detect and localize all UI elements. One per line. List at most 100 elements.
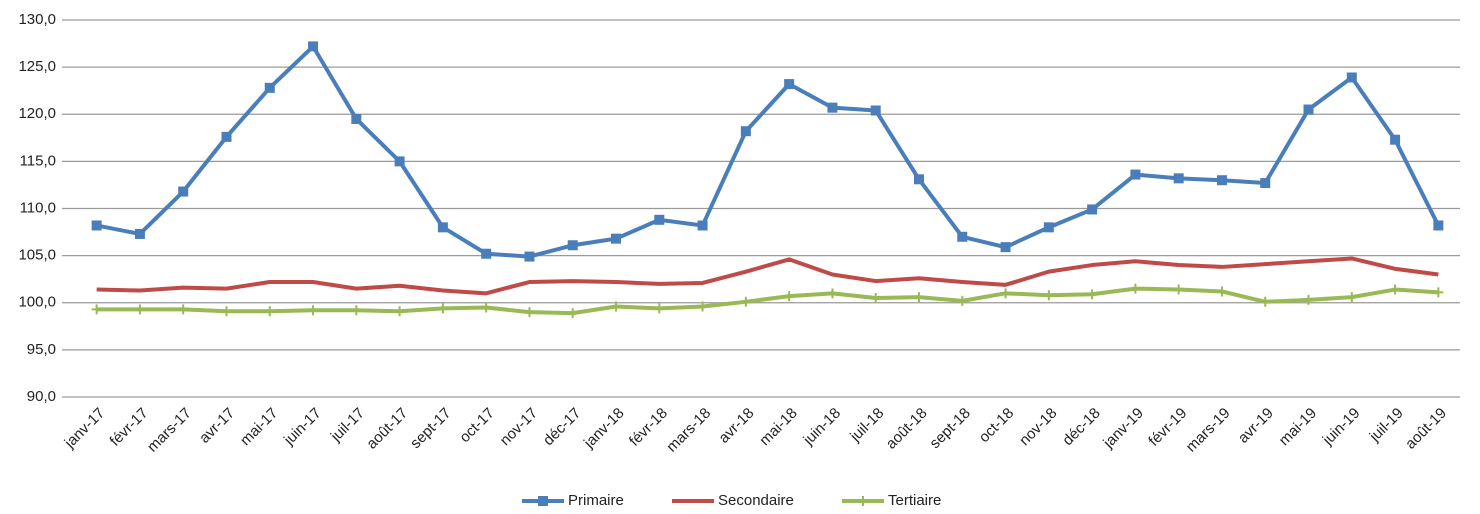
x-tick-label: août-18	[883, 405, 931, 453]
marker	[1433, 220, 1444, 231]
x-tick-label: juin-17	[280, 405, 325, 450]
x-tick-label: juil-18	[846, 405, 887, 446]
marker	[827, 102, 838, 113]
x-tick-label: juil-17	[327, 405, 368, 446]
x-tick-label: sept-18	[926, 405, 973, 452]
x-tick-label: janv-17	[61, 405, 109, 453]
marker	[1087, 204, 1098, 215]
x-tick-label: avr-18	[715, 405, 757, 447]
marker	[913, 292, 924, 303]
y-tick-label: 90,0	[27, 388, 56, 405]
marker	[1087, 289, 1098, 300]
marker	[1346, 292, 1357, 303]
marker	[1043, 290, 1054, 301]
marker	[524, 251, 535, 262]
marker	[827, 288, 838, 299]
marker	[351, 305, 362, 316]
marker	[1303, 104, 1314, 115]
marker	[697, 301, 708, 312]
x-tick-label: juin-19	[1319, 405, 1364, 450]
x-tick-label: juil-19	[1366, 405, 1407, 446]
series-line	[96, 286, 1439, 316]
x-tick-label: janv-19	[1100, 405, 1148, 453]
marker	[654, 303, 665, 314]
marker	[858, 496, 868, 506]
x-tick-label: août-19	[1402, 405, 1450, 453]
marker	[1000, 242, 1011, 253]
x-tick-label: août-17	[363, 405, 411, 453]
x-tick-label: avr-19	[1235, 405, 1277, 447]
x-tick-label: nov-17	[497, 405, 541, 449]
y-tick-label: 110,0	[20, 199, 56, 216]
marker	[784, 291, 795, 302]
marker	[1390, 134, 1401, 145]
x-tick-label: mars-19	[1183, 405, 1234, 456]
marker	[870, 105, 881, 116]
marker	[697, 220, 708, 231]
x-tick-label: oct-17	[456, 405, 498, 447]
marker	[1173, 284, 1184, 295]
marker	[1130, 283, 1141, 294]
marker	[1216, 286, 1227, 297]
x-tick-label: mai-19	[1276, 405, 1320, 449]
marker	[1130, 169, 1141, 180]
x-tick-label: mars-17	[144, 405, 195, 456]
y-tick-label: 130,0	[18, 11, 56, 28]
x-tick-label: avr-17	[196, 405, 238, 447]
marker	[784, 79, 795, 90]
marker	[538, 496, 548, 506]
marker	[351, 113, 362, 124]
marker	[437, 303, 448, 314]
marker	[221, 131, 232, 142]
marker	[611, 301, 622, 312]
marker	[1000, 288, 1011, 299]
marker	[221, 306, 232, 317]
marker	[178, 186, 189, 197]
marker	[957, 295, 968, 306]
marker	[91, 304, 102, 315]
marker	[437, 222, 448, 233]
x-tick-label: janv-18	[580, 405, 628, 453]
marker	[264, 82, 275, 93]
marker	[567, 240, 578, 251]
marker	[870, 293, 881, 304]
y-tick-label: 120,0	[18, 105, 56, 122]
x-tick-label: oct-18	[976, 405, 1018, 447]
marker	[1260, 296, 1271, 307]
y-tick-label: 100,0	[18, 294, 56, 311]
x-tick-label: juin-18	[799, 405, 844, 450]
marker	[394, 306, 405, 317]
legend-label: Primaire	[568, 492, 624, 509]
marker	[524, 307, 535, 318]
y-tick-label: 125,0	[18, 58, 56, 75]
legend-label: Tertiaire	[888, 492, 941, 509]
marker	[481, 302, 492, 313]
marker	[481, 248, 492, 259]
marker	[567, 308, 578, 319]
x-tick-label: mars-18	[663, 405, 714, 456]
marker	[611, 233, 622, 244]
marker	[957, 231, 968, 242]
marker	[308, 305, 319, 316]
x-tick-label: mai-18	[756, 405, 800, 449]
x-tick-label: sept-17	[407, 405, 454, 452]
y-tick-label: 105,0	[18, 247, 56, 264]
legend-label: Secondaire	[718, 492, 794, 509]
marker	[394, 156, 405, 167]
y-tick-label: 95,0	[27, 341, 56, 358]
marker	[1216, 175, 1227, 186]
marker	[1433, 287, 1444, 298]
marker	[178, 304, 189, 315]
marker	[913, 174, 924, 185]
y-tick-label: 115,0	[20, 152, 56, 169]
marker	[1043, 222, 1054, 233]
marker	[1390, 284, 1401, 295]
marker	[134, 304, 145, 315]
marker	[264, 306, 275, 317]
x-tick-label: mai-17	[237, 405, 281, 449]
marker	[1346, 72, 1357, 83]
x-tick-label: déc-18	[1059, 405, 1103, 449]
marker	[308, 41, 319, 52]
series-line	[96, 256, 1439, 296]
